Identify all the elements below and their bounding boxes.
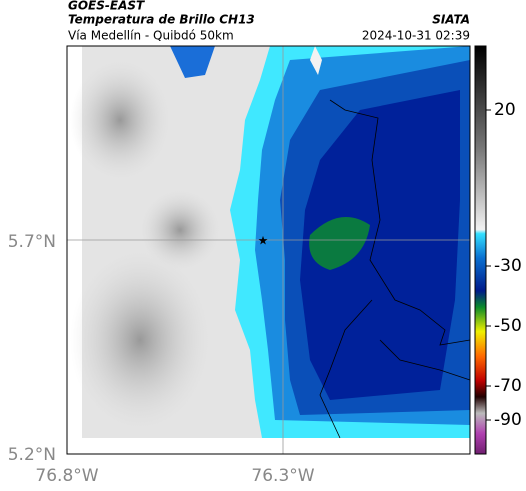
lon-label: 76.8°W	[35, 466, 98, 486]
colorbar-label: -90	[494, 410, 522, 430]
lat-label: 5.7°N	[8, 232, 56, 252]
colorbar-label: -50	[494, 316, 522, 336]
map-imagery	[70, 46, 471, 439]
source: GOES-EAST	[68, 0, 145, 13]
region: Vía Medellín - Quibdó 50km	[68, 29, 234, 43]
lon-label: 76.3°W	[251, 466, 314, 486]
site-marker: ★	[258, 234, 269, 248]
map-frame	[66, 45, 471, 455]
colorbar-label: -70	[494, 376, 522, 396]
lat-label: 5.2°N	[8, 445, 56, 465]
product: Temperatura de Brillo CH13	[68, 13, 255, 27]
timestamp: 2024-10-31 02:39	[362, 29, 470, 43]
colorbar	[474, 45, 487, 455]
agency: SIATA	[432, 13, 470, 27]
colorbar-label: 20	[494, 100, 516, 120]
colorbar-label: -30	[494, 256, 522, 276]
